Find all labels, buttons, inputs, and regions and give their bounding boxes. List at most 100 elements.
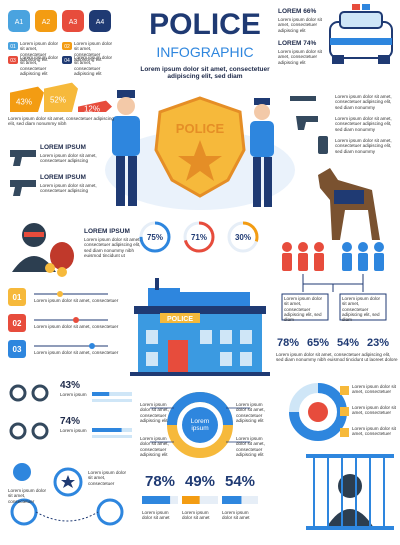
jail xyxy=(306,454,394,530)
officer-female xyxy=(250,98,274,207)
dog xyxy=(318,168,380,240)
text-box xyxy=(281,293,329,321)
stat-text: Lorem ipsum dolor sit amet, consectetuer… xyxy=(278,17,322,33)
police-station xyxy=(130,278,270,376)
percent: 54% xyxy=(337,337,359,349)
tag xyxy=(89,10,111,32)
thief-title: LOREM IPSUM xyxy=(84,228,130,235)
guns xyxy=(10,96,328,196)
stat-percent: 49% xyxy=(185,473,215,490)
number-badge xyxy=(8,56,18,64)
people-text: Lorem ipsum dolor sit amet, consectetuer… xyxy=(342,296,381,323)
bar-track xyxy=(92,399,132,402)
donut-note: Lorem ipsum dolor sit amet, consectetuer… xyxy=(236,402,265,423)
weapon-text: Lorem ipsum dolor sit amet, consectetuer… xyxy=(335,94,392,110)
gun-text: Lorem ipsum dolor sit amet, consectetuer… xyxy=(40,183,97,194)
icons xyxy=(10,463,124,526)
bar-track xyxy=(182,496,218,504)
item-number: 03 xyxy=(10,58,16,64)
step-number: 03 xyxy=(13,345,22,354)
weapon-text: Lorem ipsum dolor sit amet, consectetuer… xyxy=(335,116,392,132)
intro-text: Lorem ipsum dolor sit amet, consectetuer… xyxy=(140,66,270,81)
connector xyxy=(302,274,364,292)
stat-title: LOREM 66% xyxy=(278,8,317,15)
handcuffs xyxy=(9,384,49,440)
ring-arc xyxy=(227,221,259,253)
stat-text: Lorem ipsum dolor sit amet xyxy=(142,510,170,521)
step-knob xyxy=(73,317,79,323)
arrow-label: 12% xyxy=(84,104,100,113)
cuff-text: Lorem ipsum xyxy=(60,428,87,433)
icon-text: Lorem ipsum dolor sit amet, consectetuer xyxy=(8,488,47,504)
step-knob xyxy=(89,343,95,349)
number-badge xyxy=(8,42,18,50)
tag-label: A4 xyxy=(96,19,105,26)
station-sign: POLICE xyxy=(167,316,193,323)
donut-note: Lorem ipsum dolor sit amet, consectetuer xyxy=(352,384,396,395)
donut-label: Lorem ipsum xyxy=(190,418,210,433)
tag-label: A1 xyxy=(15,19,24,26)
people-text: Lorem ipsum dolor sit amet, consectetuer… xyxy=(284,296,323,323)
subtitle: INFOGRAPHIC xyxy=(156,44,254,60)
bar xyxy=(142,496,171,504)
arrow-bar xyxy=(10,86,44,112)
tag-label: A2 xyxy=(42,19,51,26)
step-number: 02 xyxy=(13,319,22,328)
people xyxy=(282,242,324,271)
donut-note: Lorem ipsum dolor sit amet, consectetuer xyxy=(352,426,396,437)
arrow-bar xyxy=(78,100,112,112)
tag xyxy=(8,10,30,32)
donut-note: Lorem ipsum dolor sit amet, consectetuer… xyxy=(140,402,169,423)
number-badge xyxy=(62,42,72,50)
bar xyxy=(222,496,242,504)
icon-text: Lorem ipsum dolor sit amet, consectetuer xyxy=(88,470,127,486)
officer-male xyxy=(112,90,140,206)
bar-track xyxy=(92,392,132,396)
percent-text: Lorem ipsum dolor sit amet, consectetuer… xyxy=(276,352,398,363)
police-car xyxy=(329,4,393,64)
tag xyxy=(62,10,84,32)
ring-label: 30% xyxy=(235,233,251,242)
ring-label: 71% xyxy=(191,233,207,242)
cuff-percent: 43% xyxy=(60,380,81,391)
item-number: 01 xyxy=(10,44,16,50)
arrow-label: 52% xyxy=(50,95,66,104)
svg-text:POLICE: POLICE xyxy=(176,121,225,136)
thief xyxy=(12,223,74,277)
badge: POLICE xyxy=(105,96,295,210)
center-donut xyxy=(150,392,250,458)
bar xyxy=(92,428,122,432)
bar-track xyxy=(92,435,132,438)
arrow-bar xyxy=(44,82,78,112)
tag-label: A3 xyxy=(69,19,78,26)
donut-note: Lorem ipsum dolor sit amet, consectetuer… xyxy=(236,436,265,457)
stat-percent: 78% xyxy=(145,473,175,490)
item-number: 04 xyxy=(64,58,70,64)
step-text: Lorem ipsum dolor sit amet, consectetuer xyxy=(34,350,119,355)
step-text: Lorem ipsum dolor sit amet, consectetuer xyxy=(34,298,119,303)
item-number: 02 xyxy=(64,44,70,50)
percent: 78% xyxy=(277,337,299,349)
item-text: Lorem ipsum dolor sit amet, consectetuer… xyxy=(20,55,59,76)
step-knob xyxy=(57,291,63,297)
right-donut xyxy=(289,383,349,441)
arrow-label: 43% xyxy=(16,97,32,106)
people xyxy=(342,242,384,271)
bar xyxy=(182,496,200,504)
stat-percent: 54% xyxy=(225,473,255,490)
donut-note: Lorem ipsum dolor sit amet, consectetuer xyxy=(352,405,396,416)
stat-text: Lorem ipsum dolor sit amet, consectetuer… xyxy=(278,49,322,65)
step-number: 01 xyxy=(13,293,22,302)
step-badge xyxy=(8,288,26,306)
title: POLICE xyxy=(149,8,261,41)
gun-title: LOREM IPSUM xyxy=(40,144,86,151)
weapon-text: Lorem ipsum dolor sit amet, consectetuer… xyxy=(335,138,392,154)
stat-title: LOREM 74% xyxy=(278,40,317,47)
ring-arc xyxy=(139,221,171,253)
ring-label: 75% xyxy=(147,233,163,242)
text-box xyxy=(339,293,387,321)
tag xyxy=(35,10,57,32)
percent: 65% xyxy=(307,337,329,349)
